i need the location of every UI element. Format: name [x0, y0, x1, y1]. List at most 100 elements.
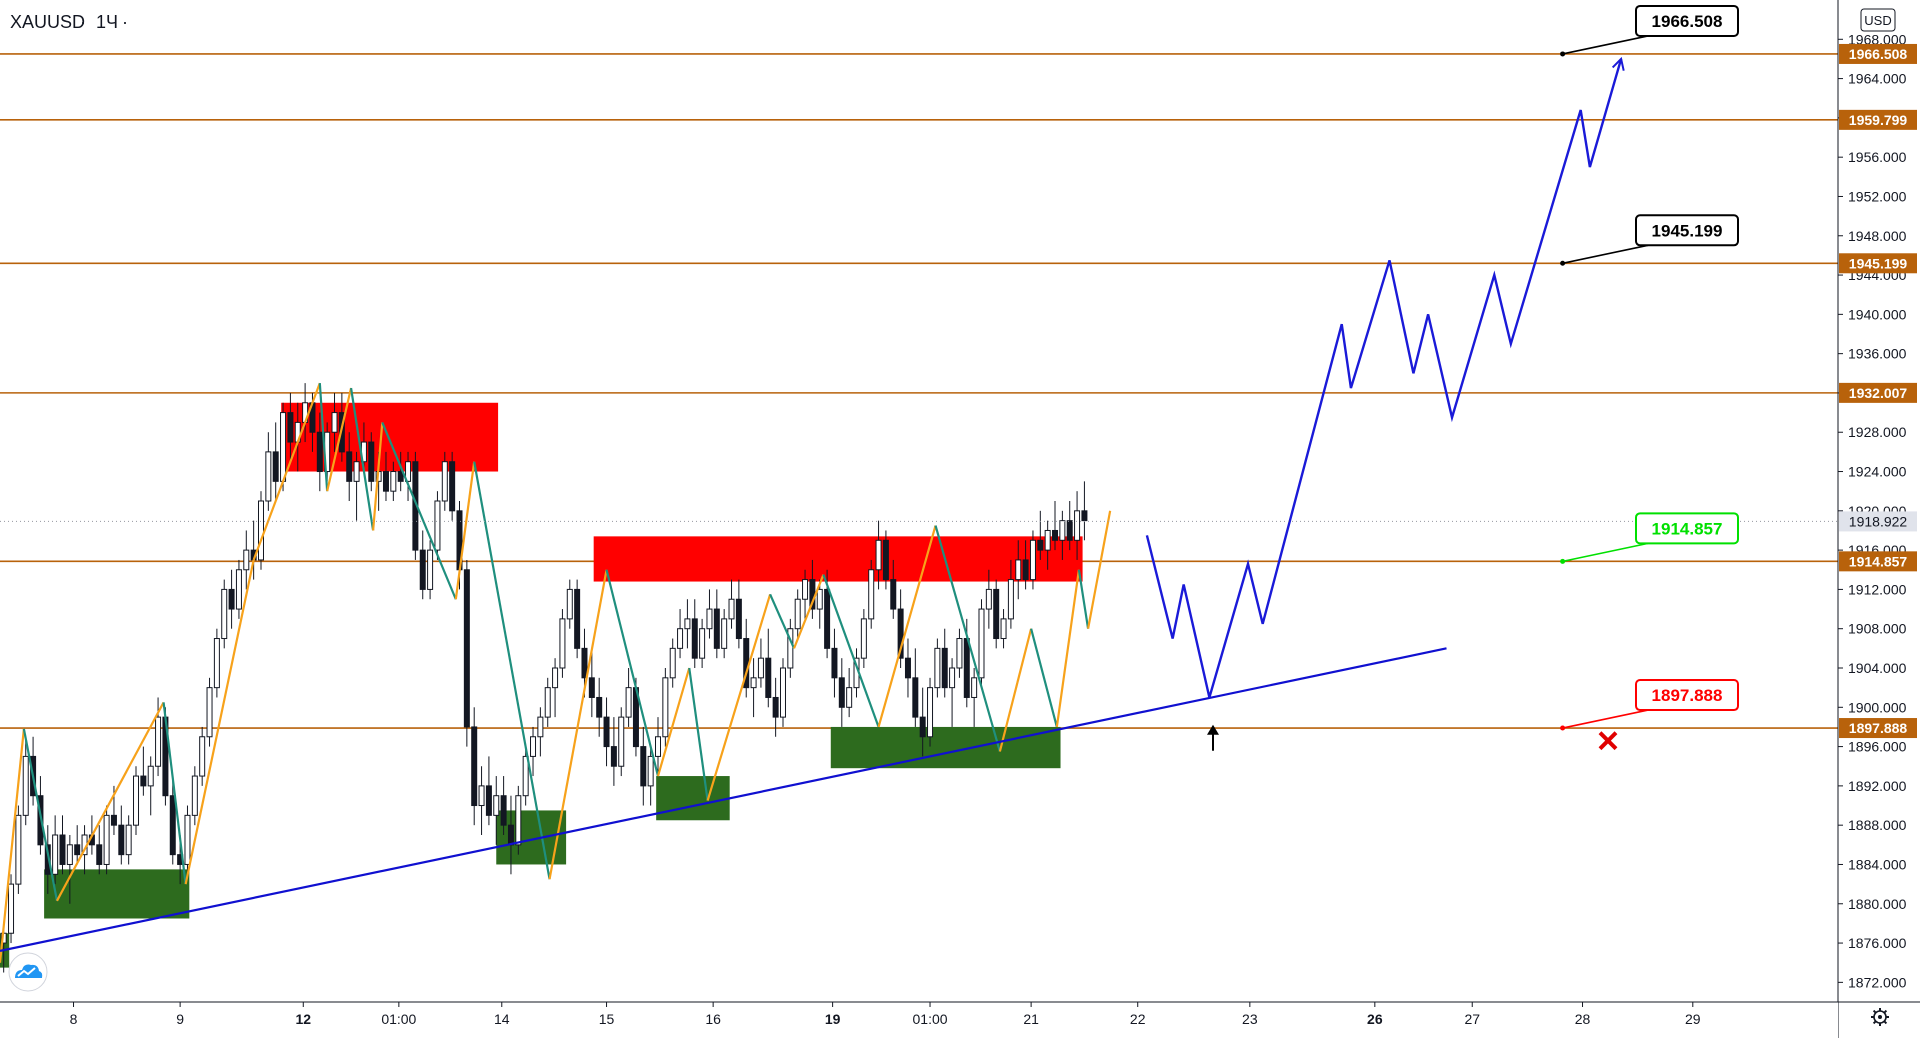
candle	[912, 648, 919, 727]
candle	[405, 451, 412, 501]
price-callouts[interactable]: 1966.508 1945.199 1914.857 1897.888	[1560, 4, 1739, 731]
candle-body-bull	[794, 598, 801, 630]
cross-icon[interactable]	[1598, 731, 1618, 751]
callout-label: 1914.857	[1652, 519, 1723, 538]
price-callout[interactable]: 1966.508	[1560, 4, 1739, 57]
candle	[713, 589, 720, 659]
candle-body-bear	[691, 618, 698, 659]
candle	[831, 628, 838, 698]
candle-body-bear	[368, 441, 375, 482]
candle	[1059, 510, 1066, 560]
level-price-badge	[1839, 43, 1917, 64]
candle-body-bull	[662, 677, 669, 738]
cross-stroke	[1598, 731, 1618, 751]
callout-box[interactable]	[1635, 214, 1739, 247]
candle-body-bull	[816, 588, 823, 610]
price-tick-label: 1928.000	[1848, 424, 1907, 440]
price-tick-label: 1904.000	[1848, 660, 1907, 676]
price-callout[interactable]: 1897.888	[1560, 679, 1739, 731]
candle-body-bull	[684, 618, 691, 630]
zigzag-down-leg	[769, 593, 796, 649]
time-axis[interactable]: 8 9 12 01:00 14 15 16 19 01:00 21 22 23 26 27 28 29	[0, 1001, 1920, 1038]
time-tick-label: 12	[295, 1011, 311, 1027]
currency-tag[interactable]: USD	[1860, 8, 1896, 32]
candle	[22, 736, 29, 826]
candle	[59, 815, 66, 875]
zigzag-up-leg	[706, 594, 772, 801]
candle	[1066, 501, 1073, 551]
candle	[993, 579, 1000, 649]
candle-body-bull	[647, 755, 654, 787]
candle-body-bear	[912, 677, 919, 718]
demand-zone[interactable]	[44, 869, 190, 919]
candle	[868, 559, 875, 629]
candle-body-bull	[728, 598, 735, 620]
candle	[133, 766, 140, 835]
price-tick-label: 1956.000	[1848, 149, 1907, 165]
zigzag-overlay	[0, 382, 1112, 963]
price-callout[interactable]: 1914.857	[1560, 512, 1739, 564]
price-tick-label: 1908.000	[1848, 621, 1907, 637]
candle-body-bear	[228, 588, 235, 610]
candle-body-bear	[838, 677, 845, 708]
candle-body-bull	[544, 687, 551, 718]
candle	[721, 609, 728, 659]
zigzag-down-leg	[1077, 569, 1090, 629]
candle	[647, 746, 654, 806]
callout-box[interactable]	[1635, 512, 1739, 545]
level-price-badge-label: 1959.799	[1849, 112, 1908, 128]
zigzag-up-leg	[454, 461, 476, 600]
candle-body-bull	[1044, 529, 1051, 551]
zigzag-up-leg	[998, 628, 1033, 752]
time-tick-label: 27	[1464, 1011, 1480, 1027]
candle	[750, 658, 757, 718]
zigzag-down-leg	[22, 728, 59, 902]
candle	[441, 451, 448, 511]
time-tick-label: 19	[825, 1011, 841, 1027]
demand-zone[interactable]	[496, 810, 567, 865]
callout-box[interactable]	[1635, 679, 1739, 712]
markers[interactable]	[1207, 724, 1618, 751]
callout-box[interactable]	[1635, 4, 1739, 37]
currency-tag-box[interactable]	[1860, 8, 1896, 32]
price-tick-label: 1940.000	[1848, 306, 1907, 322]
projection-path-group[interactable]	[1145, 56, 1625, 698]
symbol-label[interactable]: XAUUSD	[10, 12, 85, 32]
zigzag-up-leg	[1055, 569, 1080, 728]
callout-anchor	[1560, 558, 1566, 564]
price-callout[interactable]: 1945.199	[1560, 214, 1739, 266]
candle-body-bear	[1081, 510, 1088, 522]
support-trendline[interactable]	[0, 647, 1447, 952]
candle-body-bear	[272, 451, 279, 482]
tradingview-cloud-icon[interactable]	[8, 952, 48, 992]
price-axis[interactable]: 1872.000 1876.000 1880.000 1884.000 1888.000…	[1837, 0, 1920, 1038]
candle	[662, 668, 669, 747]
zigzag-up-leg	[0, 728, 25, 963]
candle	[368, 432, 375, 492]
price-axis-background	[1838, 0, 1920, 1002]
callout-label: 1897.888	[1652, 686, 1723, 705]
candle-body-bear	[419, 549, 426, 590]
candle	[243, 530, 250, 590]
demand-zone[interactable]	[656, 776, 730, 821]
candle-body-bull	[1000, 618, 1007, 640]
candle-body-bear	[596, 696, 603, 718]
level-price-badge	[1839, 382, 1917, 403]
candle	[397, 451, 404, 492]
demand-zone[interactable]	[830, 726, 1061, 769]
supply-zone[interactable]	[593, 536, 1083, 582]
chart-header[interactable]: XAUUSD · 1Ч ·	[10, 12, 128, 32]
zigzag-up-leg	[184, 559, 255, 885]
candle-body-bull	[956, 638, 963, 669]
candle	[213, 628, 220, 698]
up-arrow-icon[interactable]	[1207, 724, 1219, 751]
gear-icon[interactable]	[1871, 1008, 1889, 1026]
candle	[125, 815, 132, 865]
trendline-group[interactable]	[0, 647, 1447, 952]
level-price-badge	[1839, 551, 1917, 572]
projection-path[interactable]	[1145, 58, 1623, 698]
price-tick-label: 1924.000	[1848, 464, 1907, 480]
interval-label[interactable]: 1Ч	[96, 12, 118, 32]
